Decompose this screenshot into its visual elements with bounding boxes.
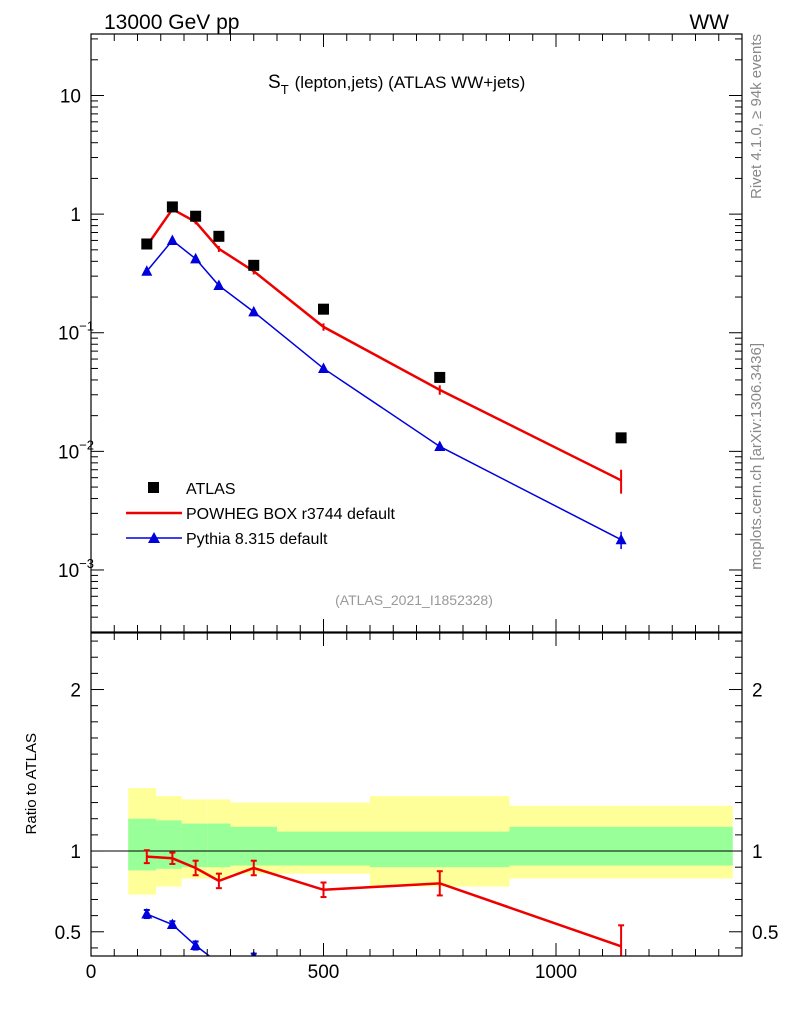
ratio-point-pythia xyxy=(434,987,445,998)
plot-title-rest: (lepton,jets) (ATLAS WW+jets) xyxy=(295,73,526,92)
main-y-tick-label: 10 xyxy=(60,87,81,108)
ratio-band-inner xyxy=(207,823,231,868)
ratio-y-tick-label-left: 0.5 xyxy=(55,923,81,944)
main-y-tick-exponent: −3 xyxy=(79,556,94,571)
ratio-y-tick-label-left: 1 xyxy=(70,842,81,863)
ratio-band-inner xyxy=(277,831,370,866)
main-series-layer xyxy=(141,201,627,550)
ratio-y-axis-label: Ratio to ATLAS xyxy=(23,733,40,834)
main-y-tick-label: 1 xyxy=(70,205,81,226)
ratio-band-inner xyxy=(230,826,277,866)
legend-label-atlas: ATLAS xyxy=(186,481,236,498)
legend-label-powheg: POWHEG BOX r3744 default xyxy=(186,506,396,523)
main-y-tick-label: 10−1 xyxy=(58,319,94,345)
main-point-atlas xyxy=(434,371,446,383)
ratio-point-pythia xyxy=(141,908,153,919)
ratio-point-pythia xyxy=(166,918,178,930)
main-y-tick-label: 10−2 xyxy=(58,437,94,463)
main-point-atlas xyxy=(166,201,178,213)
legend-label-pythia: Pythia 8.315 default xyxy=(186,531,328,548)
main-point-pythia xyxy=(141,265,153,276)
main-y-tick-base: 1 xyxy=(70,205,81,226)
main-point-pythia xyxy=(318,362,329,373)
main-y-tick-base: 10 xyxy=(58,324,79,345)
main-plot-frame xyxy=(90,33,743,633)
ratio-band-inner xyxy=(128,818,157,871)
ratio-y-tick-label-left: 2 xyxy=(70,681,81,702)
main-y-tick-base: 10 xyxy=(58,442,79,463)
side-label-rivet: Rivet 4.1.0, ≥ 94k events xyxy=(748,34,765,199)
ratio-band-inner xyxy=(509,826,733,866)
header-left: 13000 GeV pp xyxy=(104,11,239,34)
side-label-mcplots: mcplots.cern.ch [arXiv:1306.3436] xyxy=(748,343,765,570)
main-point-atlas xyxy=(615,432,627,444)
header-right: WW xyxy=(689,11,729,34)
main-point-atlas xyxy=(213,230,225,242)
legend: ATLAS POWHEG BOX r3744 default Pythia 8.… xyxy=(126,481,396,548)
ratio-y-tick-label-right: 1 xyxy=(752,842,763,863)
main-point-pythia xyxy=(213,279,225,291)
plot-title: ST (lepton,jets) (ATLAS WW+jets) xyxy=(268,72,525,97)
plot-title-sub: T xyxy=(281,82,289,97)
main-point-pythia xyxy=(166,234,178,245)
main-point-atlas xyxy=(141,238,153,250)
ratio-point-pythia xyxy=(616,998,627,1009)
ratio-band-inner xyxy=(370,831,510,868)
main-point-atlas xyxy=(190,210,202,222)
ratio-y-tick-label-right: 2 xyxy=(752,681,763,702)
ratio-point-pythia xyxy=(213,957,224,968)
main-point-pythia xyxy=(615,533,627,545)
main-y-tick-base: 10 xyxy=(58,561,79,582)
main-point-pythia xyxy=(434,440,446,451)
legend-marker-atlas xyxy=(148,482,159,493)
main-y-tick-exponent: −2 xyxy=(79,437,94,452)
ratio-bands-layer xyxy=(128,788,733,895)
main-y-tick-exponent: −1 xyxy=(79,319,94,334)
ratio-line-powheg xyxy=(146,855,622,948)
analysis-watermark: (ATLAS_2021_I1852328) xyxy=(335,592,493,608)
ratio-point-pythia xyxy=(190,939,202,951)
ratio-x-tick-label: 0 xyxy=(86,962,97,983)
main-y-tick-label: 10−3 xyxy=(58,556,94,582)
ratio-ticks xyxy=(90,633,743,956)
ratio-series-layer xyxy=(141,849,627,1009)
main-point-pythia xyxy=(248,305,260,317)
ratio-plot-frame xyxy=(90,632,743,957)
legend-marker-pythia xyxy=(148,532,160,543)
main-point-atlas xyxy=(248,259,260,271)
main-point-pythia xyxy=(190,252,202,264)
ratio-y-tick-label-right: 0.5 xyxy=(752,923,778,944)
ratio-x-tick-label: 500 xyxy=(308,962,340,983)
main-point-atlas xyxy=(318,303,329,315)
ratio-line-pythia xyxy=(146,913,211,956)
ratio-x-tick-label: 1000 xyxy=(535,962,577,983)
ratio-tick-labels: 0.5 0.5 1 1 2 2 0 500 1000 xyxy=(55,681,779,983)
plot-title-main: S xyxy=(268,72,281,93)
main-y-tick-base: 10 xyxy=(60,87,81,108)
